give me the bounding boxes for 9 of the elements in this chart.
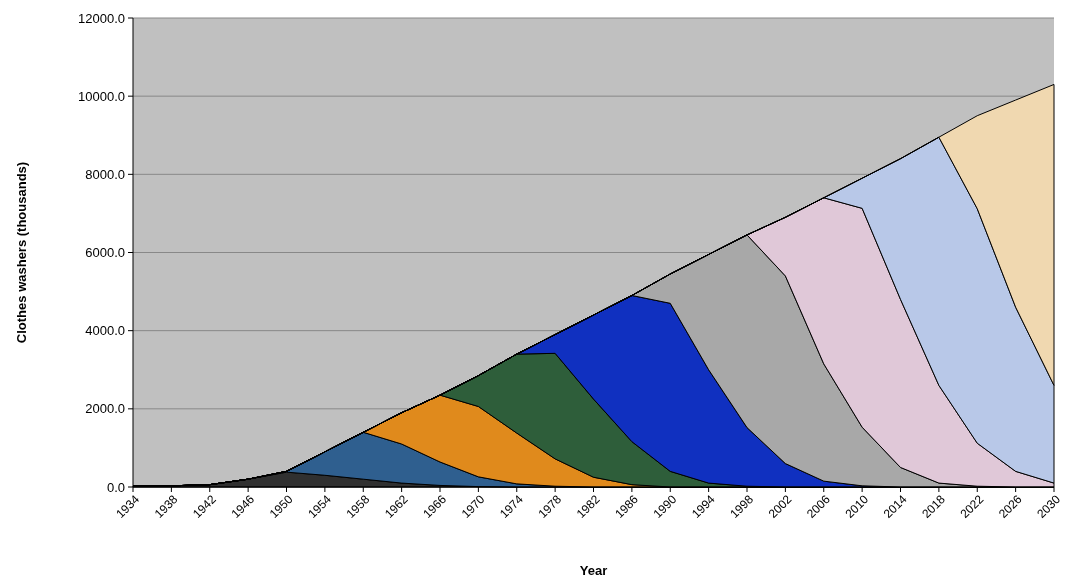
y-tick-label: 4000.0 — [85, 323, 125, 339]
y-tick-label: 2000.0 — [85, 401, 125, 417]
y-axis-title: Clothes washers (thousands) — [14, 161, 29, 344]
y-tick-label: 10000.0 — [78, 88, 125, 104]
y-tick-label: 8000.0 — [85, 166, 125, 182]
y-tick-label: 0.0 — [106, 479, 125, 495]
x-axis-title: Year — [579, 563, 608, 578]
y-tick-label: 12000.0 — [78, 10, 125, 26]
y-tick-label: 6000.0 — [85, 245, 125, 261]
